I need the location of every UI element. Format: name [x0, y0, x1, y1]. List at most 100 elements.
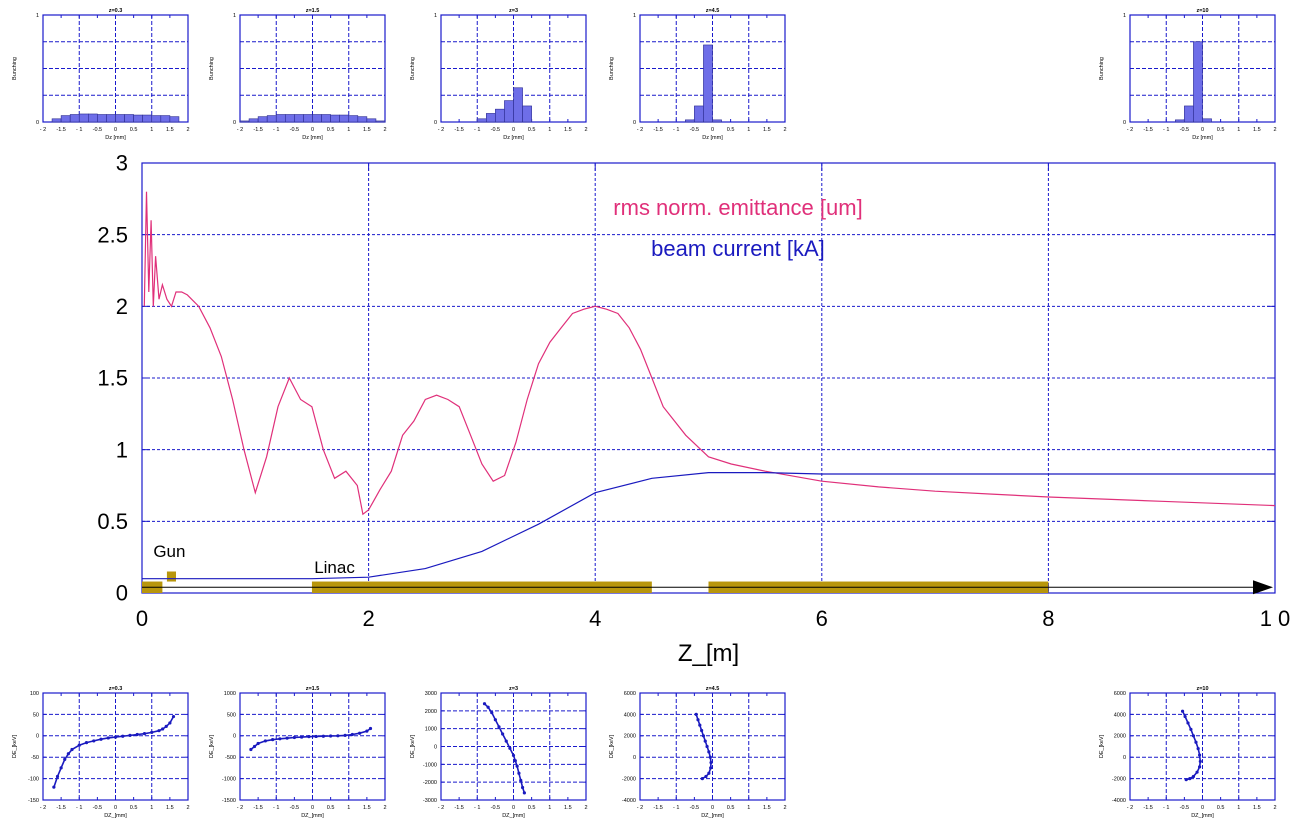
plot-frame: [239, 692, 386, 801]
y-axis-label: Bunching: [1099, 57, 1105, 80]
x-tick-label: -1.5: [1143, 805, 1152, 811]
y-tick-label: 1: [434, 13, 437, 19]
y-tick-label: 100: [30, 691, 39, 697]
histogram-bar: [513, 87, 523, 123]
histogram-bar: [257, 116, 268, 123]
x-tick-label: 0.5: [727, 127, 735, 133]
y-tick-label: 0: [633, 120, 636, 126]
y-tick-label: 1000: [425, 727, 437, 733]
x-tick-label: 2: [1273, 127, 1276, 133]
x-tick-label: - 2: [40, 127, 46, 133]
panel-title: z=4.5: [706, 8, 720, 14]
y-tick-label: 2: [116, 294, 128, 319]
x-tick-label: 8: [1042, 606, 1054, 631]
histogram-bar: [106, 114, 116, 123]
panel-title: z=3: [509, 8, 518, 14]
histogram-bar: [248, 118, 259, 123]
y-tick-label: -2000: [622, 777, 636, 783]
legend-beam-current: beam current [kA]: [651, 236, 825, 261]
emittance-line: [143, 191, 1276, 516]
x-axis-label: Dz [mm]: [702, 135, 723, 141]
x-tick-label: -1.5: [56, 127, 65, 133]
y-tick-label: 3: [116, 151, 128, 176]
histogram-bar: [330, 114, 340, 123]
x-axis-label: DZ_[mm]: [301, 813, 324, 819]
y-tick-label: 1: [116, 437, 128, 462]
x-tick-label: - 2: [438, 127, 444, 133]
histogram-bar: [504, 100, 514, 123]
x-tick-label: 1: [1237, 127, 1240, 133]
y-tick-label: -3000: [423, 798, 437, 804]
histogram-bar: [1175, 119, 1185, 123]
histogram-bar: [339, 114, 350, 123]
x-tick-label: -0.5: [93, 127, 102, 133]
histogram-bar: [694, 105, 704, 123]
x-tick-label: 2: [362, 606, 374, 631]
x-tick-label: 2: [584, 805, 587, 811]
plot-frame: [440, 692, 587, 801]
x-tick-label: - 2: [637, 805, 643, 811]
x-tick-label: 2: [383, 127, 386, 133]
x-tick-label: -1.5: [454, 127, 463, 133]
gun-label: Gun: [153, 542, 185, 561]
y-tick-label: 0: [633, 755, 636, 761]
y-tick-label: 0: [1123, 120, 1126, 126]
x-tick-label: 1.5: [763, 127, 771, 133]
y-tick-label: 4000: [624, 712, 636, 718]
x-tick-label: - 2: [637, 127, 643, 133]
x-tick-label: 0: [512, 127, 515, 133]
x-tick-label: -1.5: [253, 127, 262, 133]
x-tick-label: -0.5: [690, 805, 699, 811]
x-axis-label: Dz [mm]: [105, 135, 126, 141]
y-tick-label: 2000: [1114, 734, 1126, 740]
histogram-bar: [495, 108, 505, 123]
x-tick-label: 0: [1201, 805, 1204, 811]
x-tick-label: 1: [1237, 805, 1240, 811]
y-tick-label: -1000: [423, 762, 437, 768]
x-tick-label: - 1: [273, 805, 279, 811]
y-tick-label: 2000: [425, 709, 437, 715]
y-tick-label: -4000: [622, 798, 636, 804]
histogram-bar: [151, 115, 162, 123]
x-tick-label: 2: [186, 805, 189, 811]
beamline-element: [166, 571, 176, 582]
panel-title: z=3: [509, 686, 518, 692]
histogram-bar: [294, 114, 304, 123]
x-axis-label: DZ_[mm]: [701, 813, 724, 819]
phase-space-panel: - 2 -1.5 - 1 -0.5 0 0.5 1 1.5 2 -1500 -1000 -500 0 50…: [209, 686, 387, 819]
y-tick-label: 0: [1123, 755, 1126, 761]
x-tick-label: 1.5: [363, 805, 371, 811]
x-tick-label: 2: [584, 127, 587, 133]
y-tick-label: 2.5: [97, 222, 128, 247]
x-tick-label: -0.5: [491, 805, 500, 811]
x-tick-label: 1 0: [1260, 606, 1291, 631]
histogram-bar: [51, 118, 62, 123]
x-tick-label: 1.5: [166, 805, 174, 811]
x-tick-label: 0.5: [130, 127, 138, 133]
y-axis-label: Bunching: [609, 57, 615, 80]
y-tick-label: 6000: [1114, 691, 1126, 697]
panel-title: z=10: [1196, 8, 1208, 14]
x-tick-label: 2: [783, 805, 786, 811]
main-plot: 0 2 4 6 8 1 0 0 0.5 1 1.5 2 2.5 3 Z_[m] Gun Linac rms no…: [97, 151, 1290, 667]
x-tick-label: - 1: [673, 127, 679, 133]
x-tick-label: 1: [347, 127, 350, 133]
histogram-bar: [1184, 105, 1194, 123]
x-tick-label: 0.5: [327, 127, 335, 133]
y-tick-label: 50: [33, 712, 39, 718]
histogram-bar: [169, 116, 180, 123]
x-tick-label: 0: [311, 127, 314, 133]
phase-space-curve: [53, 716, 175, 788]
x-tick-label: - 2: [237, 127, 243, 133]
x-tick-label: 6: [816, 606, 828, 631]
x-tick-label: 1: [548, 127, 551, 133]
x-tick-label: -1.5: [454, 805, 463, 811]
histogram-bar: [285, 114, 295, 123]
x-tick-label: 0: [311, 805, 314, 811]
x-tick-label: - 1: [76, 805, 82, 811]
x-tick-label: 1.5: [363, 127, 371, 133]
x-tick-label: -0.5: [290, 127, 299, 133]
y-tick-label: 0: [116, 581, 128, 606]
histogram-bar: [266, 115, 277, 123]
x-tick-label: 2: [783, 127, 786, 133]
